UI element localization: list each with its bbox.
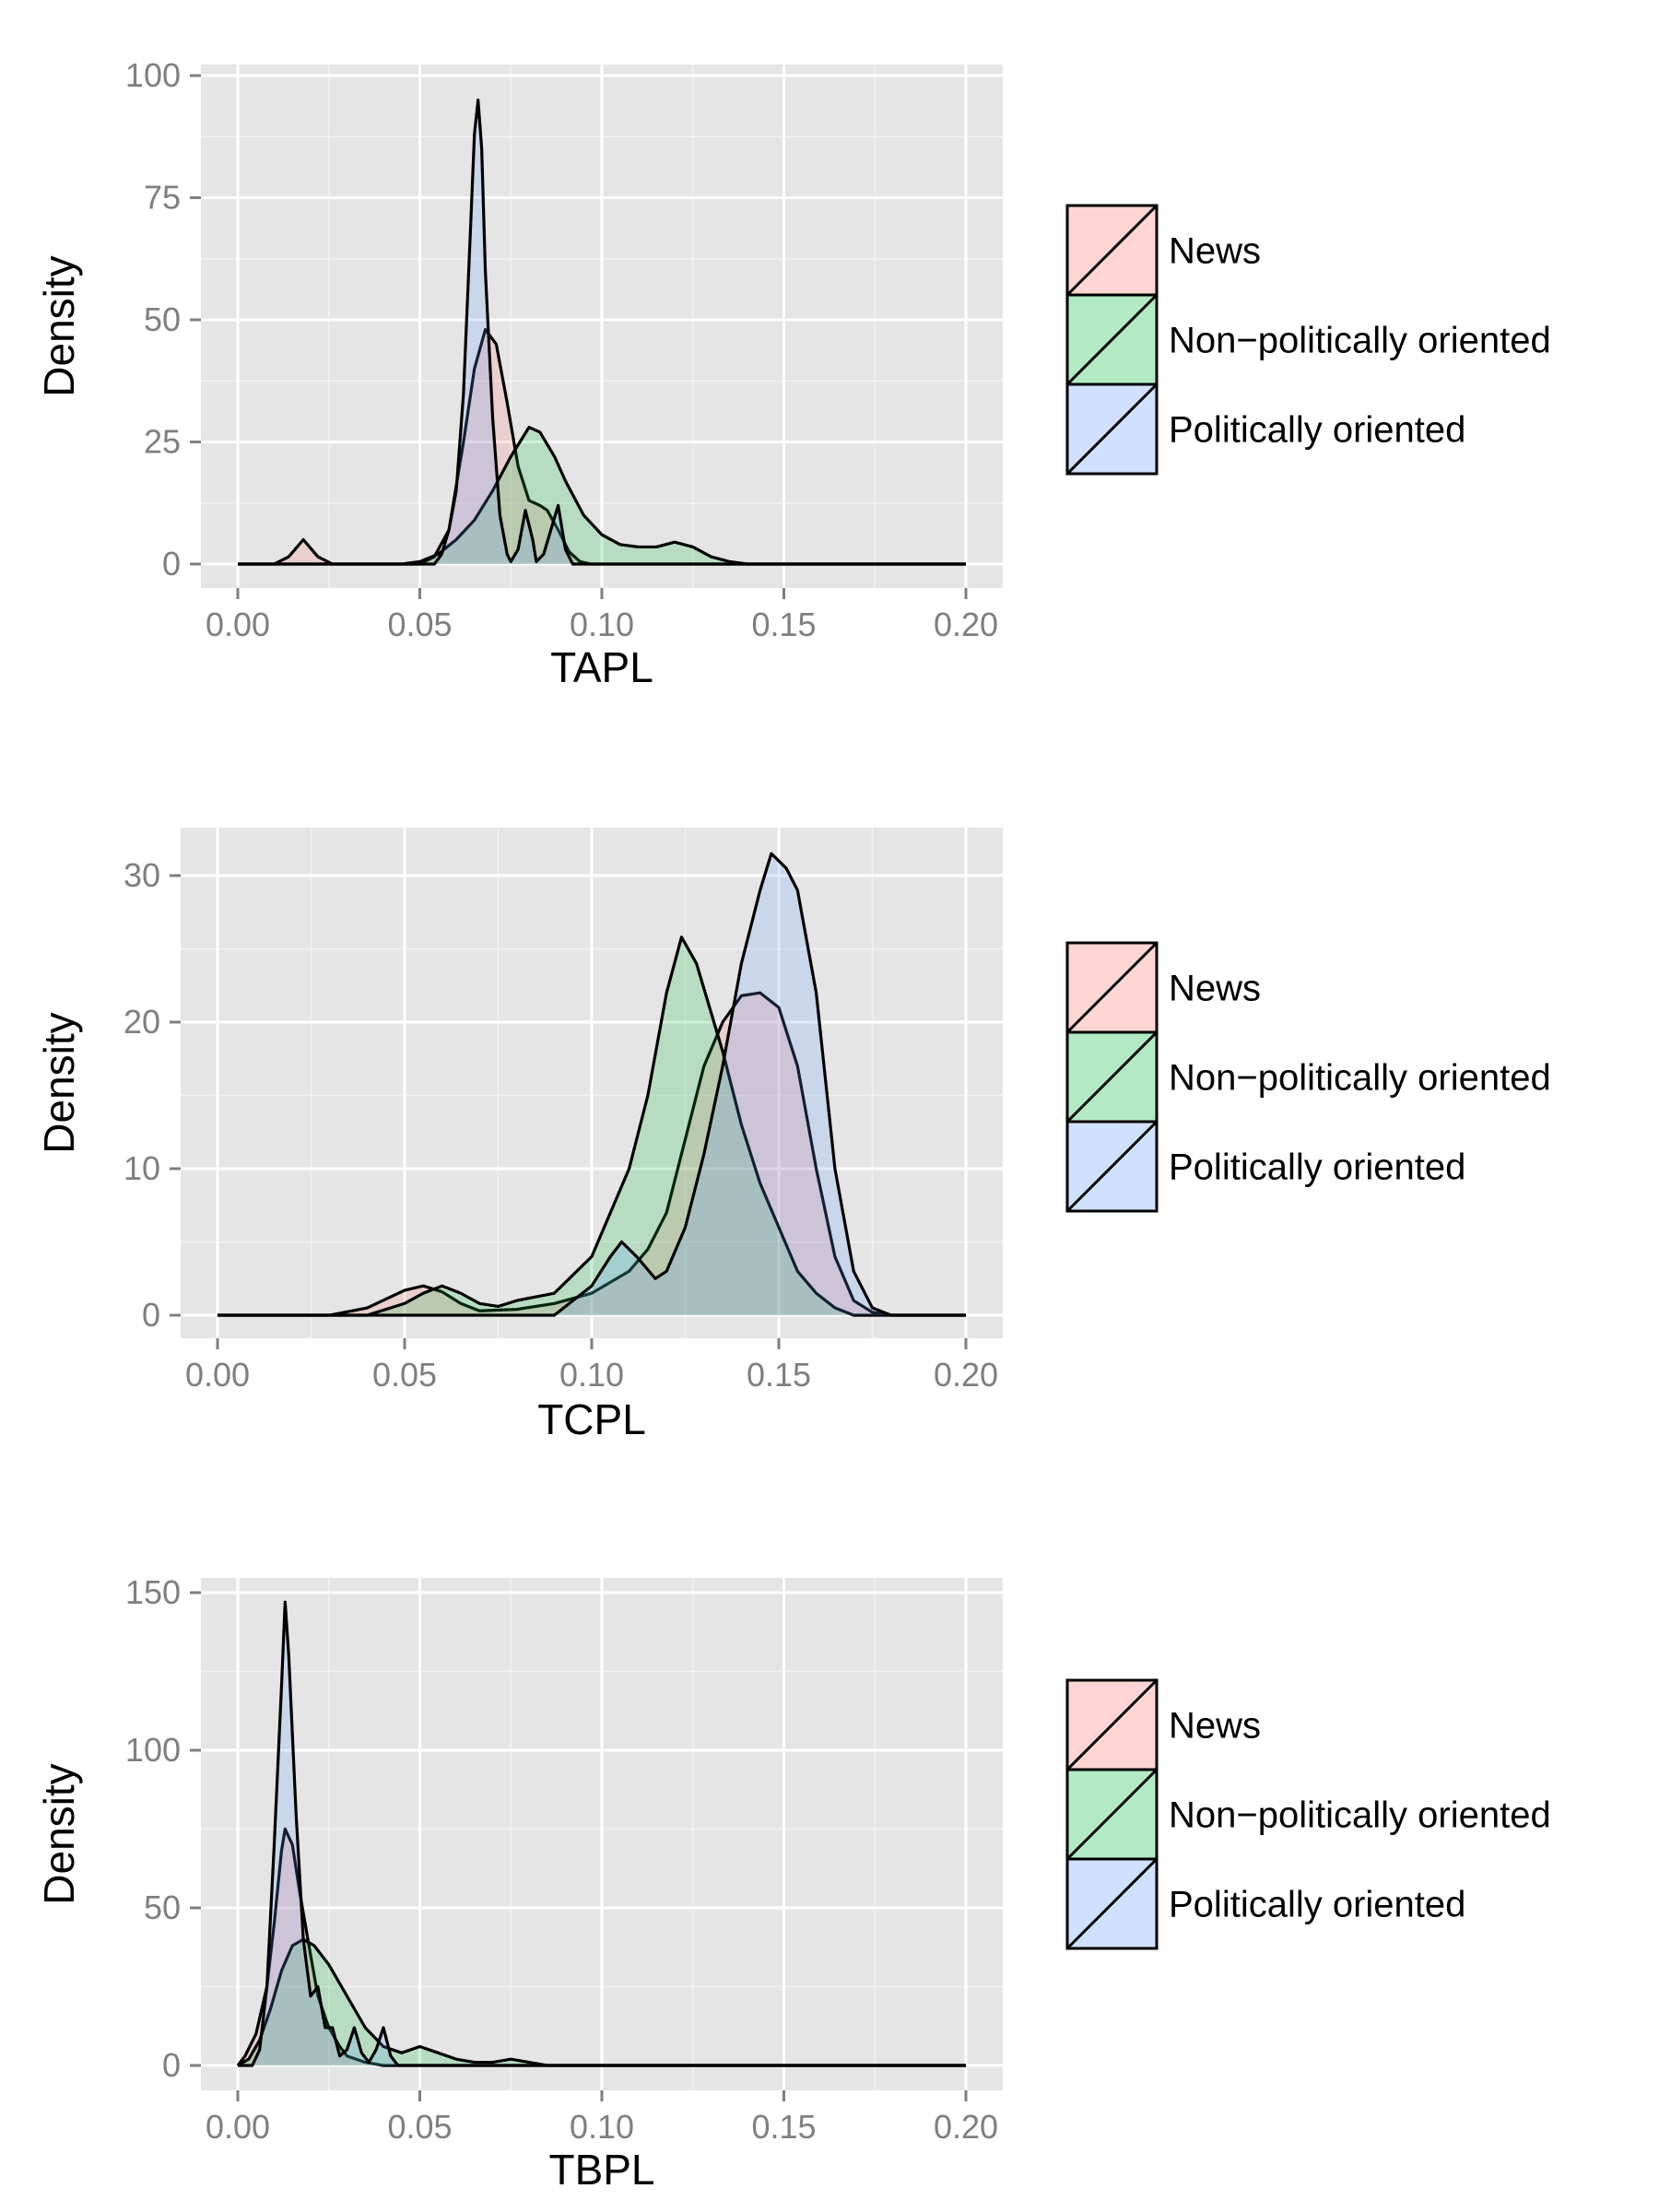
legend-label-non-politically-oriented: Non−politically oriented xyxy=(1169,321,1551,361)
density-area-non-politically-oriented xyxy=(238,1939,966,2065)
legend-swatch-diagonal xyxy=(1065,293,1159,386)
y-tick-label: 20 xyxy=(124,1003,160,1041)
x-tick-label: 0.10 xyxy=(570,606,634,643)
x-tick-label: 0.15 xyxy=(751,2108,816,2146)
legend-label-politically-oriented: Politically oriented xyxy=(1169,1147,1465,1188)
y-tick-label: 50 xyxy=(144,1888,181,1926)
density-area-politically-oriented xyxy=(238,1602,966,2065)
density-line-news xyxy=(238,328,966,566)
legend-swatch-diagonal xyxy=(1065,1030,1159,1124)
tbpl-density-chart: 0 50 100 150 0.00 0.05 0.10 0.15 0.20 TBPL Density… xyxy=(35,1573,1551,2194)
legend-label-news: News xyxy=(1169,969,1261,1009)
legend-swatch-diagonal xyxy=(1065,382,1159,476)
y-tick-label: 0 xyxy=(162,545,181,582)
density-line-politically-oriented xyxy=(238,1600,966,2067)
y-tick-label: 0 xyxy=(162,2046,181,2084)
y-tick-label: 10 xyxy=(124,1149,160,1187)
x-tick-label: 0.00 xyxy=(206,2108,270,2146)
legend-swatch-diagonal xyxy=(1065,941,1159,1034)
density-line-politically-oriented xyxy=(218,852,966,1317)
legend-swatch-diagonal xyxy=(1065,1120,1159,1213)
x-tick-label: 0.05 xyxy=(372,1356,437,1394)
x-tick-label: 0.10 xyxy=(559,1356,624,1394)
density-area-news xyxy=(218,993,966,1315)
y-axis-title: Density xyxy=(35,1012,83,1153)
y-tick-label: 75 xyxy=(144,179,181,217)
y-axis-title: Density xyxy=(35,1763,83,1904)
y-tick-label: 30 xyxy=(124,856,160,894)
legend-label-politically-oriented: Politically oriented xyxy=(1169,410,1465,451)
x-axis-title: TBPL xyxy=(548,2146,654,2194)
density-area-politically-oriented xyxy=(218,853,966,1315)
tapl-density-chart: 0 25 50 75 100 0.00 0.05 0.10 0.15 0.20 TAPL Densit… xyxy=(35,56,1551,691)
legend-label-non-politically-oriented: Non−politically oriented xyxy=(1169,1795,1551,1836)
density-line-non-politically-oriented xyxy=(238,426,966,566)
y-tick-label: 150 xyxy=(125,1573,181,1611)
density-area-non-politically-oriented xyxy=(238,427,966,564)
density-area-news xyxy=(238,1829,966,2065)
x-tick-label: 0.10 xyxy=(570,2108,634,2146)
legend-label-non-politically-oriented: Non−politically oriented xyxy=(1169,1058,1551,1099)
legend-label-news: News xyxy=(1169,231,1261,272)
legend-swatch-diagonal xyxy=(1065,204,1159,297)
legend-label-news: News xyxy=(1169,1706,1261,1747)
x-axis-title: TAPL xyxy=(550,643,653,691)
x-tick-label: 0.15 xyxy=(747,1356,811,1394)
x-tick-label: 0.20 xyxy=(934,1356,998,1394)
legend-swatch-diagonal xyxy=(1065,1857,1159,1950)
y-tick-label: 100 xyxy=(125,56,181,94)
legend-swatch-diagonal xyxy=(1065,1768,1159,1861)
x-tick-label: 0.00 xyxy=(185,1356,250,1394)
x-axis-title: TCPL xyxy=(537,1395,646,1443)
legend-label-politically-oriented: Politically oriented xyxy=(1169,1885,1465,1925)
x-tick-label: 0.20 xyxy=(934,606,998,643)
density-line-politically-oriented xyxy=(238,98,966,566)
y-tick-label: 50 xyxy=(144,300,181,338)
x-tick-label: 0.20 xyxy=(934,2108,998,2146)
x-tick-label: 0.15 xyxy=(751,606,816,643)
y-tick-label: 100 xyxy=(125,1731,181,1769)
density-line-non-politically-oriented xyxy=(237,1937,966,2067)
y-tick-label: 0 xyxy=(142,1296,160,1334)
y-tick-label: 25 xyxy=(144,423,181,461)
legend-swatch-diagonal xyxy=(1065,1678,1159,1771)
tcpl-density-chart: 0 10 20 30 0.00 0.05 0.10 0.15 0.20 TCPL Density Ne… xyxy=(35,828,1551,1443)
x-tick-label: 0.00 xyxy=(206,606,270,643)
x-tick-label: 0.05 xyxy=(387,2108,452,2146)
density-line-non-politically-oriented xyxy=(218,935,966,1317)
y-axis-title: Density xyxy=(35,255,83,396)
x-tick-label: 0.05 xyxy=(387,606,452,643)
density-line-news xyxy=(218,991,966,1317)
